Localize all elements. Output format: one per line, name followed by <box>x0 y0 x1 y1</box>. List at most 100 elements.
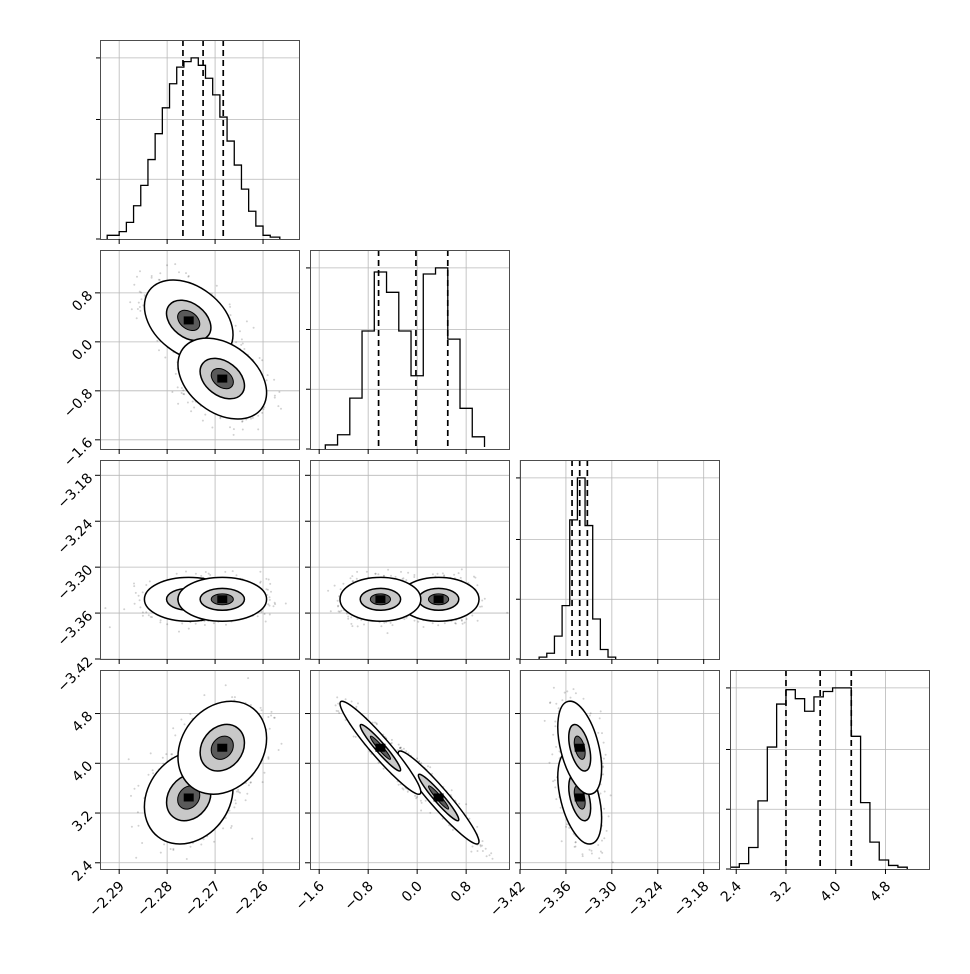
scatter-point <box>235 341 237 343</box>
scatter-point <box>109 626 111 628</box>
scatter-point <box>188 275 190 277</box>
histogram-1 <box>325 268 484 449</box>
scatter-point <box>139 270 141 272</box>
scatter-point <box>266 379 268 381</box>
scatter-point <box>136 276 138 278</box>
scatter-point <box>138 302 140 304</box>
scatter-point <box>158 349 160 351</box>
scatter-point <box>380 625 382 627</box>
scatter-point <box>142 611 144 613</box>
scatter-point <box>461 619 463 621</box>
scatter-point <box>280 408 282 410</box>
scatter-point <box>356 571 358 573</box>
scatter-point <box>403 618 405 620</box>
scatter-point <box>413 574 415 576</box>
scatter-point <box>274 397 276 399</box>
panel-3-0 <box>100 670 300 870</box>
scatter-point <box>195 573 197 575</box>
scatter-point <box>474 577 476 579</box>
scatter-point <box>257 615 259 617</box>
scatter-point <box>477 620 479 622</box>
panel-2-0 <box>100 460 300 660</box>
scatter-point <box>417 621 419 623</box>
scatter-point <box>269 583 271 585</box>
scatter-point <box>242 343 244 345</box>
scatter-point <box>232 570 234 572</box>
scatter-point <box>407 572 409 574</box>
scatter-point <box>476 584 478 586</box>
scatter-point <box>250 418 252 420</box>
scatter-point <box>259 571 261 573</box>
scatter-point <box>350 623 352 625</box>
scatter-point <box>269 599 271 601</box>
scatter-point <box>432 622 434 624</box>
scatter-point <box>423 626 425 628</box>
scatter-point <box>130 795 132 797</box>
scatter-point <box>274 603 276 605</box>
scatter-point <box>392 624 394 626</box>
scatter-point <box>458 572 460 574</box>
scatter-point <box>181 387 183 389</box>
scatter-point <box>351 625 353 627</box>
panel-1-0 <box>100 250 300 450</box>
scatter-point <box>259 357 261 359</box>
scatter-point <box>204 414 206 416</box>
scatter-point <box>205 571 207 573</box>
scatter-point <box>236 791 238 793</box>
scatter-point <box>257 415 259 417</box>
scatter-point <box>387 569 389 571</box>
scatter-point <box>269 596 271 598</box>
scatter-point <box>182 393 184 395</box>
scatter-point <box>347 616 349 618</box>
scatter-point <box>190 846 192 848</box>
scatter-point <box>257 428 259 430</box>
scatter-point <box>138 595 140 597</box>
scatter-point <box>432 573 434 575</box>
scatter-point <box>413 576 415 578</box>
scatter-point <box>150 616 152 618</box>
scatter-point <box>224 571 226 573</box>
scatter-point <box>229 303 231 305</box>
scatter-point <box>334 585 336 587</box>
scatter-point <box>151 277 153 279</box>
scatter-point <box>240 344 242 346</box>
scatter-point <box>251 838 253 840</box>
scatter-point <box>166 264 168 266</box>
scatter-point <box>170 848 172 850</box>
scatter-point <box>156 340 158 342</box>
scatter-point <box>176 573 178 575</box>
scatter-point <box>131 826 133 828</box>
panel-frame <box>521 461 720 660</box>
scatter-point <box>209 574 211 576</box>
scatter-point <box>193 407 195 409</box>
scatter-point <box>133 585 135 587</box>
scatter-point <box>135 592 137 594</box>
scatter-point <box>444 622 446 624</box>
scatter-point <box>337 600 339 602</box>
scatter-point <box>225 624 227 626</box>
scatter-point <box>140 292 142 294</box>
scatter-point <box>133 284 135 286</box>
scatter-point <box>464 622 466 624</box>
scatter-point <box>181 392 183 394</box>
density-contours <box>340 577 479 621</box>
scatter-point <box>375 573 377 575</box>
scatter-point <box>246 320 248 322</box>
panel-2-1 <box>310 460 510 660</box>
scatter-point <box>229 306 231 308</box>
scatter-point <box>230 314 232 316</box>
scatter-point <box>339 611 341 613</box>
scatter-point <box>177 403 179 405</box>
scatter-point <box>235 802 237 804</box>
scatter-point <box>253 327 255 329</box>
scatter-point <box>330 610 332 612</box>
scatter-point <box>267 374 269 376</box>
scatter-point <box>171 391 173 393</box>
density-contours <box>144 577 266 621</box>
panel-frame <box>311 251 510 450</box>
scatter-point <box>347 618 349 620</box>
scatter-point <box>137 785 139 787</box>
scatter-point <box>351 575 353 577</box>
scatter-point <box>484 598 486 600</box>
